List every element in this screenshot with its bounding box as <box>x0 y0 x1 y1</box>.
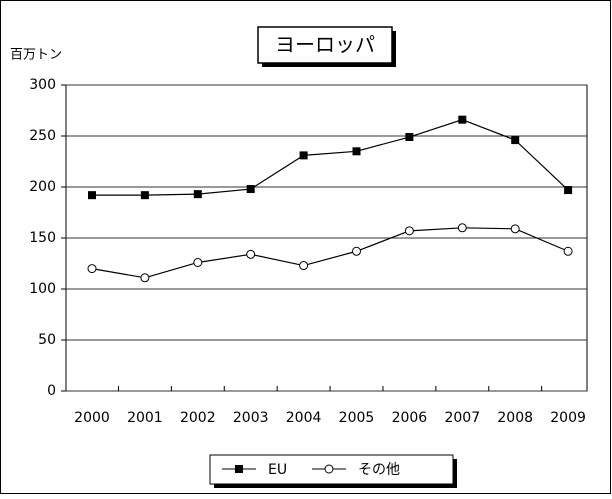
marker <box>193 190 202 199</box>
marker <box>457 223 467 233</box>
x-tick-label: 2004 <box>286 410 322 426</box>
marker <box>193 257 203 267</box>
title-box <box>257 26 393 64</box>
x-tick-label: 2008 <box>497 410 533 426</box>
chart-title: ヨーロッパ <box>275 33 375 57</box>
marker <box>511 136 520 145</box>
marker <box>404 226 414 236</box>
marker <box>246 249 256 259</box>
x-tick-label: 2009 <box>550 410 586 426</box>
y-tick-label: 300 <box>29 77 56 93</box>
marker <box>564 186 573 195</box>
marker <box>352 246 361 256</box>
marker <box>140 191 149 200</box>
marker <box>405 133 414 142</box>
marker <box>235 465 243 473</box>
marker <box>510 224 520 234</box>
y-tick-label: 0 <box>47 383 56 399</box>
x-tick-label: 2003 <box>233 410 269 426</box>
y-tick-label: 100 <box>29 281 56 297</box>
legend-label: EU <box>268 462 287 478</box>
y-tick-label: 50 <box>38 332 56 348</box>
x-tick-label: 2006 <box>392 410 428 426</box>
marker <box>87 264 97 274</box>
x-tick-label: 2000 <box>74 410 110 426</box>
y-tick-label: 150 <box>29 230 56 246</box>
y-tick-label: 250 <box>29 128 56 144</box>
marker <box>299 261 309 271</box>
x-tick-label: 2001 <box>127 410 163 426</box>
series-line <box>91 227 569 279</box>
marker <box>246 185 255 194</box>
marker <box>458 115 467 124</box>
marker <box>352 147 361 156</box>
y-axis-label: 百万トン <box>10 48 62 63</box>
x-tick-label: 2005 <box>339 410 375 426</box>
marker <box>140 273 150 283</box>
x-tick-label: 2007 <box>444 410 480 426</box>
marker <box>299 151 308 160</box>
y-tick-label: 200 <box>29 179 56 195</box>
marker <box>88 191 96 200</box>
legend-label: その他 <box>358 462 400 478</box>
marker <box>324 464 334 474</box>
series-line <box>92 119 569 196</box>
marker <box>563 246 573 256</box>
x-tick-label: 2002 <box>180 410 216 426</box>
